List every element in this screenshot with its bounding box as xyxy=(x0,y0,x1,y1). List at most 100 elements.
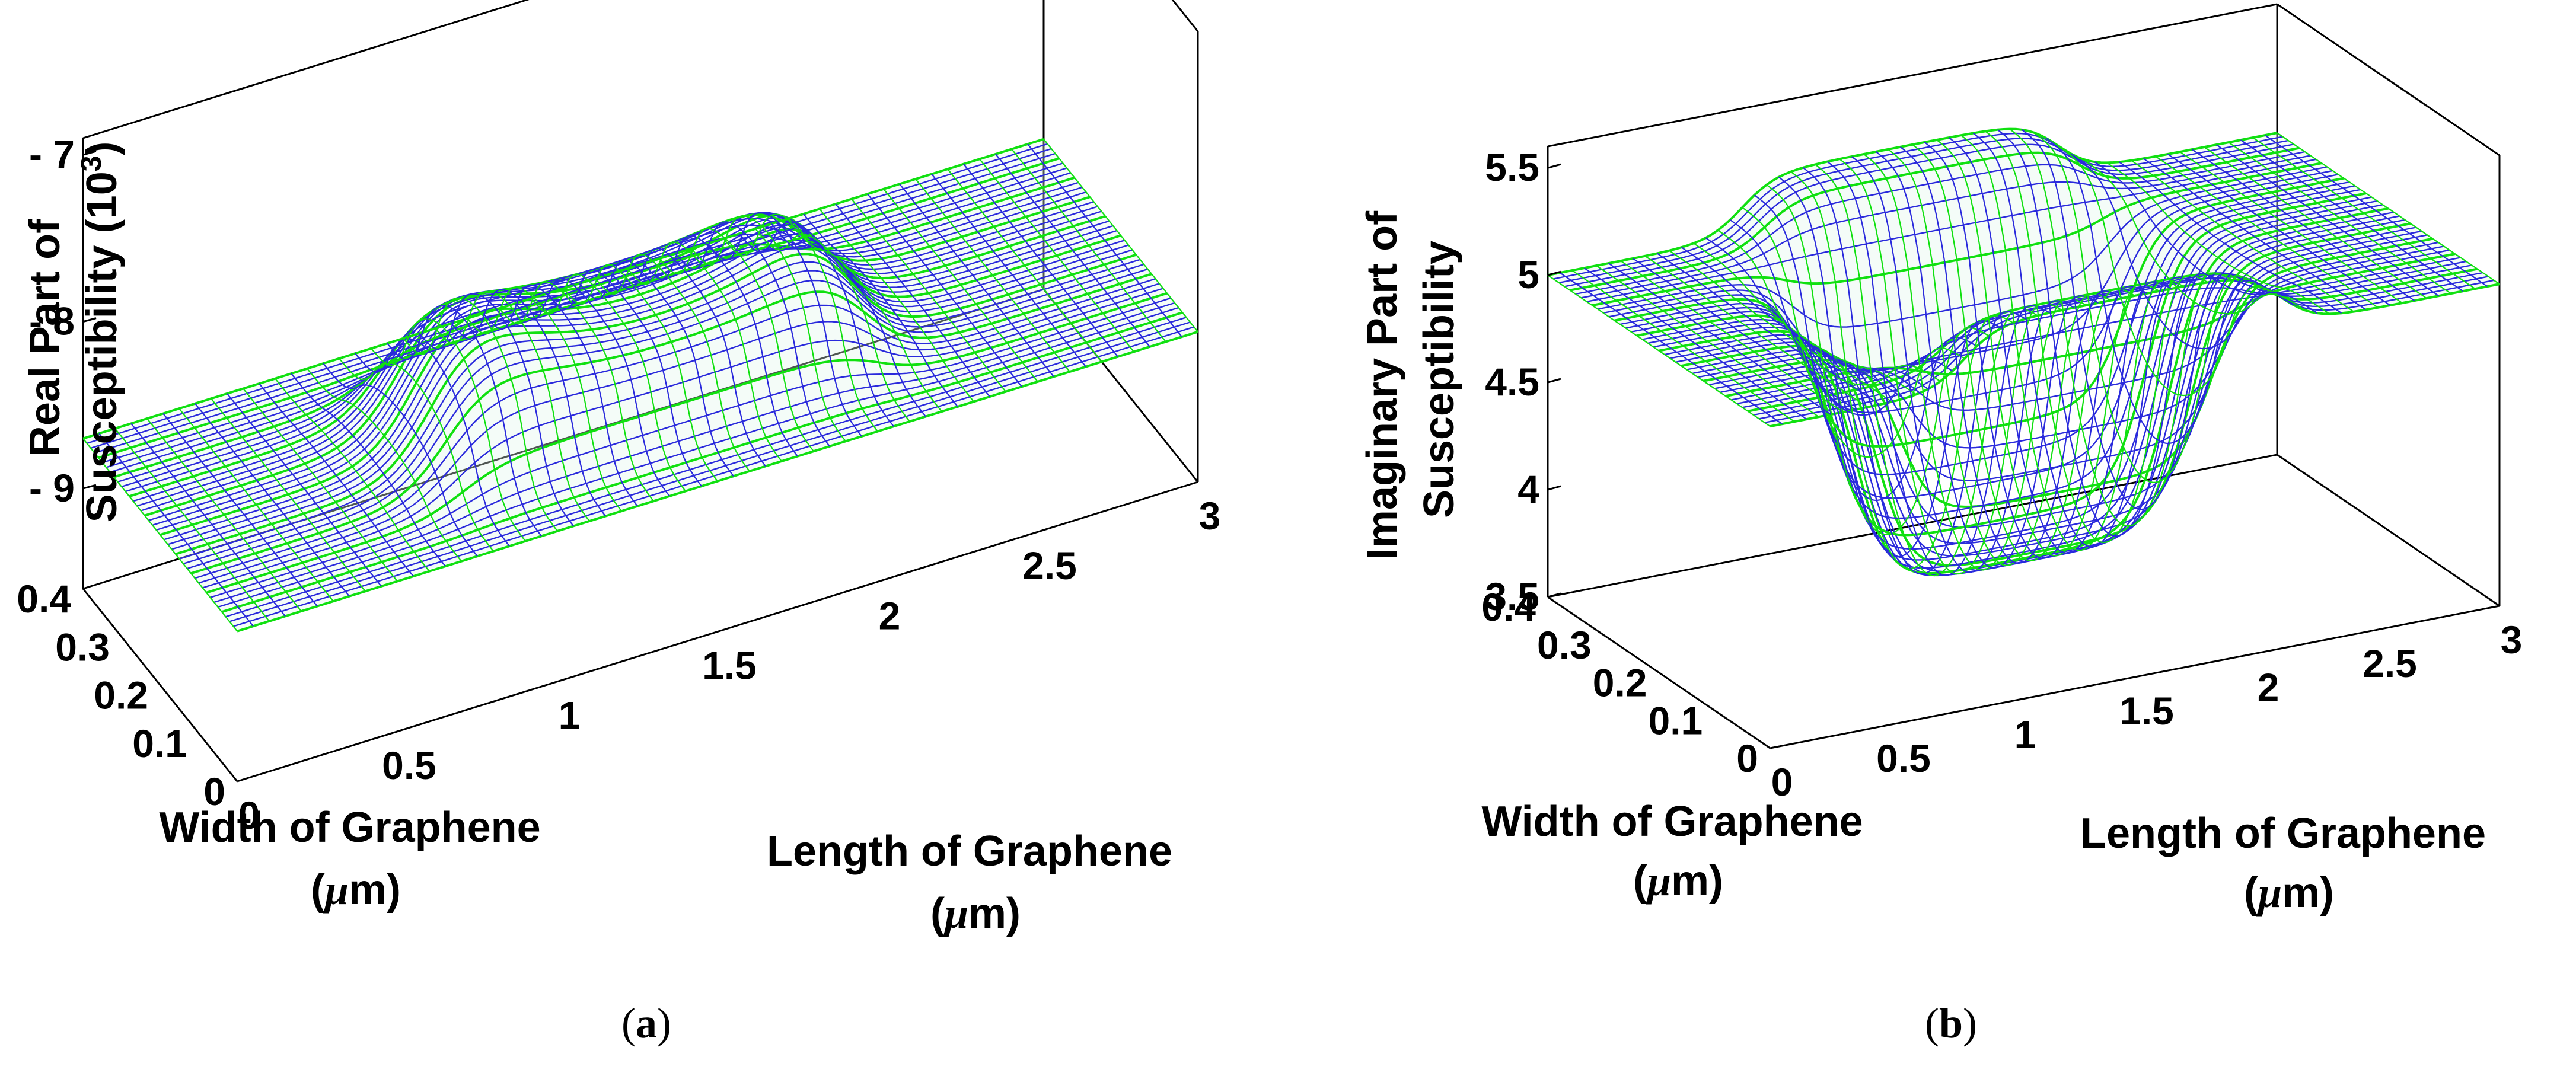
mesh-line-y xyxy=(1620,260,1844,413)
mesh-line-y xyxy=(787,218,942,412)
mesh-line-y xyxy=(2252,137,2476,290)
mesh-line-y xyxy=(1559,272,1783,425)
mesh-line-y xyxy=(1043,138,1198,333)
y-tick-label: 0.3 xyxy=(1537,623,1592,667)
mesh-line-y xyxy=(611,247,766,467)
mesh-line-y xyxy=(675,221,830,447)
axes-box xyxy=(1547,3,2501,749)
mesh-line-y xyxy=(963,164,1118,357)
mesh-line-y xyxy=(2204,146,2427,299)
mesh-line-y xyxy=(1899,146,2124,564)
axes-box-edge xyxy=(2277,454,2500,607)
mesh-line-y xyxy=(1924,142,2148,559)
x-tick-label: 1 xyxy=(559,694,581,737)
z-tick-mark xyxy=(1547,485,1561,491)
mesh-line-y xyxy=(579,258,734,477)
mesh-line-y xyxy=(1839,158,2062,575)
mesh-line-y xyxy=(82,438,238,632)
mesh-line-y xyxy=(547,269,702,487)
mesh-line-y xyxy=(2131,159,2354,312)
mesh-line-y xyxy=(771,223,926,417)
mesh-line-y xyxy=(275,378,430,572)
z-tick-label: - 9 xyxy=(29,466,75,510)
mesh-line-y xyxy=(2191,149,2415,302)
mesh-line-y xyxy=(1717,229,1941,386)
mesh-line-y xyxy=(1596,265,1819,418)
x-tick-label: 0.5 xyxy=(1876,736,1931,780)
mesh-line-y xyxy=(355,338,510,547)
x-tick-label: 3 xyxy=(1199,494,1221,538)
panel-b-surface-plot: 3.544.555.5 00.10.20.30.4 00.511.522.53 … xyxy=(1359,3,2523,1047)
mesh-line-y xyxy=(691,215,846,442)
mesh-line-y xyxy=(483,284,638,507)
mesh-line-y xyxy=(803,213,958,407)
axes-box-edge xyxy=(2277,3,2500,157)
mesh-line-y xyxy=(339,357,494,552)
mesh-line-y xyxy=(947,168,1102,362)
axes-box-edge xyxy=(1547,596,1771,749)
mesh-line-y xyxy=(1766,184,1990,536)
x-axis-label: Length of Graphene (μm) xyxy=(767,828,1184,937)
y-tick-labels: 0 0.10.20.30.4 xyxy=(17,577,225,813)
mesh-line-y xyxy=(1997,129,2221,537)
mesh-line-y xyxy=(2179,151,2403,304)
mesh-line-y xyxy=(403,297,558,532)
mesh-line-y xyxy=(2277,132,2500,285)
mesh-line-y xyxy=(2215,144,2440,297)
mesh-line-y xyxy=(211,398,366,592)
mesh-line-y xyxy=(307,368,462,562)
mesh-line-y xyxy=(1888,149,2111,566)
y-axis-label: Width of Graphene (μm) xyxy=(159,804,552,914)
z-axis-label: Real Part of Susceptibility (103) xyxy=(21,142,126,523)
mesh-line-y xyxy=(627,241,782,462)
z-tick-mark xyxy=(1547,163,1561,169)
mesh-line-y xyxy=(2094,161,2318,314)
surface-mesh xyxy=(82,138,1198,633)
axes-box-edge xyxy=(1547,3,2278,148)
mesh-line-y xyxy=(1669,250,1892,403)
x-tick-label: 0 xyxy=(1771,760,1793,804)
z-tick-mark xyxy=(1547,270,1561,276)
y-tick-label: 0 xyxy=(1736,736,1758,780)
mesh-line-y xyxy=(98,433,254,627)
mesh-line-y xyxy=(1815,164,2038,577)
surface-mesh xyxy=(1547,127,2500,577)
mesh-line-y xyxy=(1729,219,1953,416)
mesh-line-y xyxy=(931,173,1086,368)
z-tick-mark xyxy=(1547,378,1561,384)
mesh-line-y xyxy=(1790,171,2014,570)
mesh-line-y xyxy=(563,264,718,482)
mesh-line-y xyxy=(387,305,542,537)
mesh-line-y xyxy=(1960,135,2184,551)
x-tick-label: 1.5 xyxy=(2119,689,2174,733)
mesh-line-y xyxy=(899,183,1054,378)
mesh-line-y xyxy=(1912,144,2135,561)
mesh-line-y xyxy=(2118,161,2342,314)
mesh-line-y xyxy=(643,235,798,457)
y-tick-label: 0 xyxy=(203,770,225,813)
z-tick-labels: 3.5 4 4.5 5 5.5 xyxy=(1485,145,1561,618)
x-tick-labels: 0 0.5 1 1.5 2 2.5 3 xyxy=(238,494,1221,837)
x-tick-label: 2 xyxy=(2258,665,2279,709)
x-tick-labels: 0 0.5 1 1.5 2 2.5 3 xyxy=(1771,618,2523,804)
y-tick-label: 0.3 xyxy=(55,625,110,669)
z-tick-label: - 7 xyxy=(29,132,75,176)
mesh-line-y xyxy=(227,393,382,587)
z-tick-label: 5.5 xyxy=(1485,145,1539,189)
x-axis-label: Length of Graphene (μm) xyxy=(2080,810,2498,917)
y-tick-label: 0.4 xyxy=(1481,585,1536,629)
mesh-line-y xyxy=(1802,167,2026,575)
mesh-line-y xyxy=(867,193,1022,387)
x-tick-label: 0 xyxy=(238,793,260,837)
y-tick-label: 0.2 xyxy=(1593,661,1647,705)
z-tick-mark xyxy=(82,150,97,156)
mesh-line-y xyxy=(2143,158,2367,311)
mesh-line-y xyxy=(371,318,526,542)
mesh-line-y xyxy=(1705,237,1929,390)
mesh-line-y xyxy=(995,154,1150,347)
y-tick-label: 0.1 xyxy=(1649,698,1703,742)
mesh-line-y xyxy=(2155,155,2379,308)
mesh-line-y xyxy=(979,158,1134,353)
mesh-line-y xyxy=(1985,130,2208,544)
